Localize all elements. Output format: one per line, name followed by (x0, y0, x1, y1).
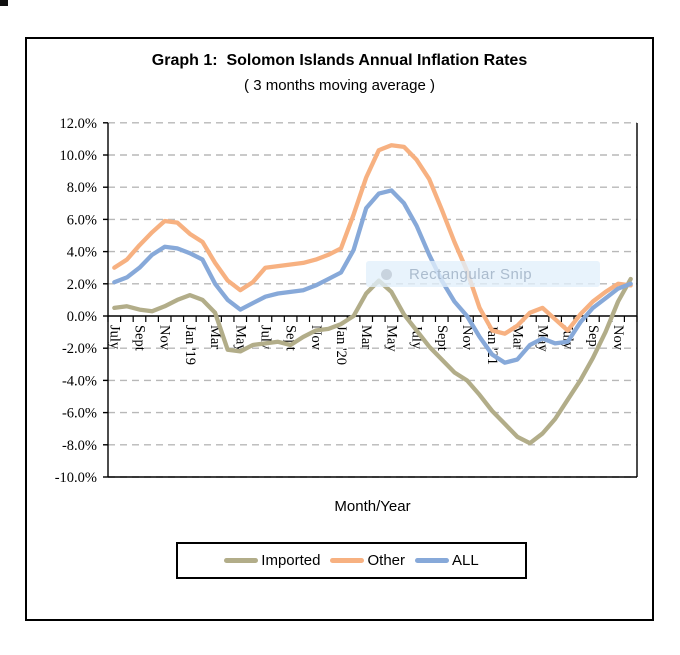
x-tick-label: May (383, 325, 399, 352)
screenshot-corner-artifact (0, 0, 8, 6)
x-tick-label: Nov (610, 325, 626, 351)
chart-legend: Imported Other ALL (176, 542, 527, 579)
y-tick-label: -2.0% (62, 341, 97, 357)
y-tick-label: 0.0% (67, 309, 97, 325)
snip-overlay-label: Rectangular Snip (409, 265, 533, 283)
legend-label-other: Other (367, 552, 405, 569)
other-series-line (112, 143, 633, 336)
y-tick-label: 10.0% (60, 148, 97, 164)
y-tick-label: 12.0% (60, 116, 97, 132)
y-tick-label: -8.0% (62, 438, 97, 454)
x-tick-label: Mar (358, 325, 374, 349)
snip-cursor-icon (381, 268, 392, 280)
legend-label-all: ALL (452, 552, 479, 569)
chart-frame (25, 37, 654, 621)
x-tick-label: Sept (434, 325, 450, 351)
rectangular-snip-overlay: Rectangular Snip (366, 261, 600, 287)
other-line-swatch-icon (330, 558, 365, 563)
x-tick-label: Sept (131, 325, 147, 351)
x-tick-label: Nov (157, 325, 173, 351)
y-tick-label: 6.0% (67, 212, 97, 228)
imported-line-swatch-icon (224, 558, 259, 563)
y-tick-label: 8.0% (67, 180, 97, 196)
x-tick-label: July (106, 325, 122, 350)
chart-subtitle: ( 3 months moving average ) (244, 77, 435, 94)
x-tick-label: May (232, 325, 248, 352)
y-tick-label: -10.0% (55, 470, 97, 486)
x-tick-label: Jan '20 (333, 325, 349, 365)
y-tick-label: 2.0% (67, 277, 97, 293)
x-axis-title: Month/Year (334, 498, 411, 515)
x-tick-label: Sep (585, 325, 601, 347)
imported-series-line (112, 276, 633, 446)
y-tick-label: -6.0% (62, 406, 97, 422)
legend-item-imported: Imported (224, 552, 320, 569)
all-line-swatch-icon (415, 558, 449, 563)
legend-label-imported: Imported (261, 552, 321, 569)
x-tick-label: Jan '19 (182, 325, 198, 365)
all-series-line (112, 188, 633, 365)
legend-item-all: ALL (415, 552, 479, 569)
x-tick-label: July (409, 325, 425, 350)
x-tick-label: Mar (509, 325, 525, 349)
chart-title: Graph 1: Solomon Islands Annual Inflatio… (151, 52, 528, 69)
y-tick-label: 4.0% (67, 245, 97, 261)
x-tick-label: Nov (459, 325, 475, 351)
y-tick-label: -4.0% (62, 373, 97, 389)
legend-item-other: Other (330, 552, 405, 569)
